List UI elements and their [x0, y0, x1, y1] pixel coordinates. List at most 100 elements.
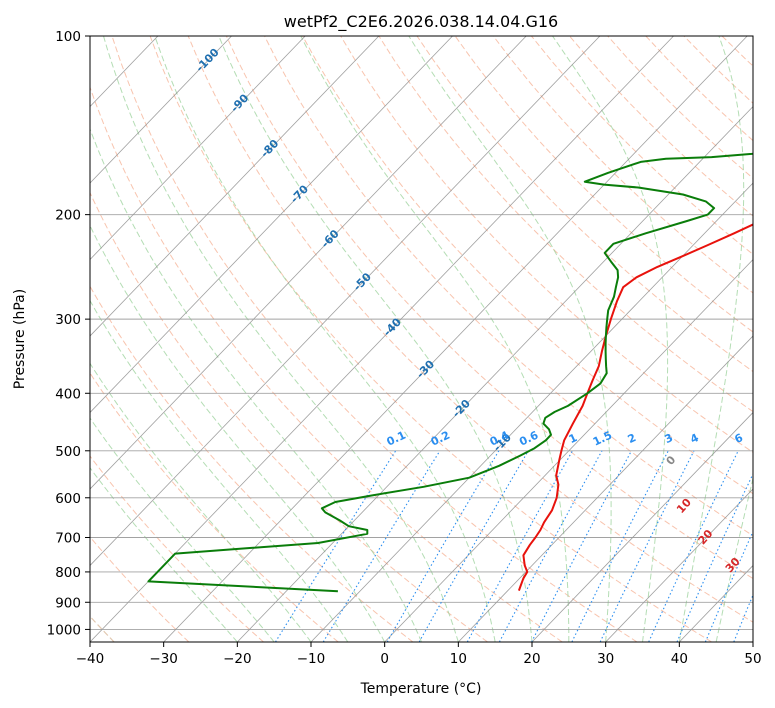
mixing-ratio-line [704, 530, 753, 642]
dry-adiabat-line [90, 191, 488, 642]
moist-adiabat-label: 10 [674, 496, 694, 516]
mixing-ratio-label: 8 [758, 431, 770, 446]
moist-adiabat-line [552, 36, 669, 642]
moist-adiabat-line [218, 36, 533, 642]
mixing-ratio-line [498, 450, 603, 642]
y-tick-label: 700 [55, 531, 81, 547]
moist-adiabat-line [90, 127, 422, 642]
x-tick-label: −10 [297, 651, 326, 667]
plot-area: -100-90-80-70-60-50-40-30-20-100.1 0.2 0.4… [0, 36, 775, 642]
dry-adiabat-line [378, 36, 753, 413]
mixing-ratio-line [571, 450, 669, 642]
mixing-ratio-line [648, 450, 739, 642]
moist-adiabat-label: 0 [664, 453, 679, 468]
plot-frame [89, 35, 754, 643]
isotherm-line [0, 36, 11, 642]
dry-adiabat-line [302, 36, 753, 495]
x-tick-label: 20 [523, 651, 540, 667]
dry-adiabat-line [90, 85, 563, 642]
x-tick-label: −20 [223, 651, 252, 667]
isotherm-line [605, 488, 753, 642]
x-axis-label: Temperature (°C) [360, 681, 482, 697]
dry-adiabat-line [683, 36, 753, 104]
isotherm-line [531, 411, 753, 642]
mixing-ratio-line [733, 593, 753, 642]
mixing-ratio-label: 4 [688, 431, 701, 446]
moist-adiabat-line [90, 417, 275, 642]
y-tick-label: 300 [55, 312, 81, 328]
moist-adiabat-line [408, 36, 612, 642]
mixing-ratio-line [531, 450, 632, 642]
moist-adiabat-line [103, 36, 459, 642]
mixing-ratio-label: 2 [626, 431, 638, 446]
isotherm-line [90, 36, 674, 642]
y-tick-label: 500 [55, 444, 81, 460]
y-tick-label: 800 [55, 565, 81, 581]
x-tick-label: 30 [597, 651, 614, 667]
isotherm-line [90, 36, 601, 567]
dry-adiabat-line [721, 36, 753, 67]
dewpoint-profile-line [147, 152, 753, 593]
isotherm-line [163, 36, 748, 642]
x-tick-label: −40 [76, 651, 105, 667]
x-tick-label: 0 [380, 651, 389, 667]
isotherm-line [458, 335, 753, 642]
dry-adiabat-line [90, 536, 190, 642]
isotherm-line [90, 36, 232, 184]
dry-adiabat-line [760, 36, 775, 642]
isotherm-line [310, 182, 753, 642]
isotherm-line [90, 36, 453, 414]
isotherm-line [90, 36, 380, 337]
dry-adiabat-line [111, 36, 638, 642]
dry-adiabat-line [90, 372, 339, 642]
mixing-ratio-label: 1 [567, 431, 579, 446]
chart-title: wetPf2_C2E6.2026.038.14.04.G16 [284, 12, 558, 32]
dry-adiabat-line [90, 455, 264, 642]
isotherm-line [384, 258, 753, 642]
y-tick-label: 1000 [47, 622, 81, 638]
moist-adiabat-line [90, 466, 238, 642]
y-tick-label: 100 [55, 29, 81, 45]
mixing-ratio-line [322, 450, 441, 642]
y-tick-label: 400 [55, 386, 81, 402]
isotherm-line [90, 36, 306, 261]
dry-adiabat-line [225, 36, 753, 580]
isotherm-line [752, 641, 753, 642]
y-tick-label: 900 [55, 595, 81, 611]
dry-adiabat-line [492, 36, 753, 294]
dry-adiabat-line [569, 36, 753, 217]
mixing-ratio-label: 0.1 [385, 429, 408, 449]
mixing-ratio-label: 6 [733, 431, 746, 446]
y-tick-label: 200 [55, 208, 81, 224]
dry-adiabat-line [187, 36, 753, 623]
axes: −40 −30 −20 −10 0 10 20 30 40 5010020030040050060… [47, 29, 762, 667]
plot-clip-group: -100-90-80-70-60-50-40-30-20-100.1 0.2 0.4… [0, 36, 775, 642]
mixing-ratio-line [676, 472, 753, 642]
mixing-ratio-line [466, 450, 573, 642]
mixing-ratio-label: 1.5 [591, 429, 614, 449]
dry-adiabat-line [454, 36, 753, 333]
dry-adiabat-line [264, 36, 753, 537]
temperature-profile-line [517, 223, 753, 591]
y-axis-label: Pressure (hPa) [12, 289, 28, 389]
mixing-ratio-line [762, 451, 775, 642]
x-tick-label: 10 [450, 651, 467, 667]
moist-adiabat-line [90, 299, 349, 642]
mixing-ratio-line [599, 450, 695, 642]
moist-adiabat-line [154, 36, 496, 642]
dry-adiabat-line [340, 36, 753, 453]
moist-adiabat-label: 40 [750, 583, 770, 603]
moist-adiabat-line [90, 362, 312, 642]
isotherm-line [237, 105, 753, 642]
isotherm-line [90, 36, 527, 490]
mixing-ratio-line [275, 450, 397, 642]
dry-adiabat-line [149, 36, 712, 642]
dry-adiabat-line [90, 285, 414, 642]
moist-adiabat-line [715, 476, 753, 642]
mixing-ratio-line [386, 450, 500, 642]
y-tick-label: 600 [55, 491, 81, 507]
moist-adiabat-line [678, 36, 745, 642]
mixing-ratio-label: 0.2 [429, 429, 452, 449]
x-tick-label: −30 [149, 651, 178, 667]
